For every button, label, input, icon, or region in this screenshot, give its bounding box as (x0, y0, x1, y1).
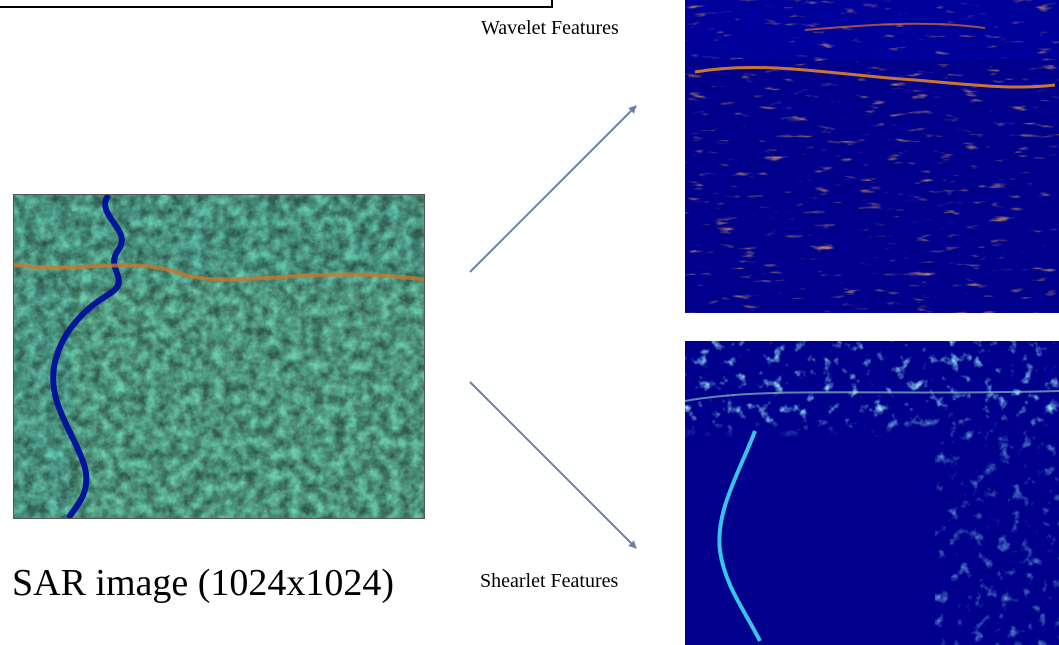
sar-image (13, 194, 425, 519)
wavelet-features-image (685, 0, 1059, 313)
shearlet-features-image (685, 341, 1059, 645)
top-frame-rule (0, 0, 553, 8)
arrow-to-shearlet (469, 381, 637, 549)
shearlet-features-label: Shearlet Features (480, 570, 619, 592)
sar-image-caption: SAR image (1024x1024) (12, 562, 395, 604)
wavelet-features-label: Wavelet Features (481, 17, 619, 39)
arrow-to-wavelet (469, 105, 637, 273)
